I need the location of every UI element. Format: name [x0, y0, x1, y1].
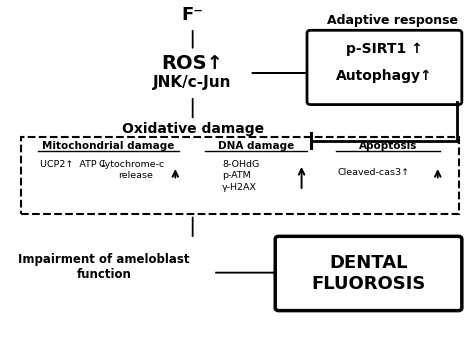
- Text: JNK/c-Jun: JNK/c-Jun: [153, 75, 232, 90]
- Text: Mitochondrial damage: Mitochondrial damage: [42, 141, 175, 151]
- Text: Autophagy↑: Autophagy↑: [336, 69, 432, 83]
- Text: DNA damage: DNA damage: [218, 141, 294, 151]
- Text: γ-H2AX: γ-H2AX: [222, 183, 257, 192]
- FancyArrowPatch shape: [192, 217, 193, 236]
- FancyBboxPatch shape: [307, 30, 462, 105]
- Text: Adaptive response: Adaptive response: [327, 14, 458, 27]
- Text: Impairment of ameloblast
function: Impairment of ameloblast function: [18, 253, 190, 281]
- Text: DENTAL
FLUOROSIS: DENTAL FLUOROSIS: [311, 254, 426, 293]
- FancyBboxPatch shape: [275, 236, 462, 311]
- Text: release: release: [118, 171, 153, 180]
- FancyBboxPatch shape: [21, 137, 459, 214]
- Text: Cleaved-cas3↑: Cleaved-cas3↑: [338, 168, 410, 177]
- Text: ROS↑: ROS↑: [162, 54, 224, 72]
- Text: F⁻: F⁻: [182, 6, 203, 24]
- FancyArrowPatch shape: [216, 272, 274, 273]
- Text: p-ATM: p-ATM: [222, 171, 251, 180]
- Text: p-SIRT1 ↑: p-SIRT1 ↑: [346, 42, 423, 56]
- Text: 8-OHdG: 8-OHdG: [222, 160, 259, 169]
- Text: Apoptosis: Apoptosis: [359, 141, 417, 151]
- FancyArrowPatch shape: [252, 72, 306, 73]
- Text: Cytochrome-c: Cytochrome-c: [98, 160, 164, 169]
- Text: UCP2↑  ATP ↓: UCP2↑ ATP ↓: [40, 160, 108, 169]
- Text: Oxidative damage: Oxidative damage: [121, 122, 264, 136]
